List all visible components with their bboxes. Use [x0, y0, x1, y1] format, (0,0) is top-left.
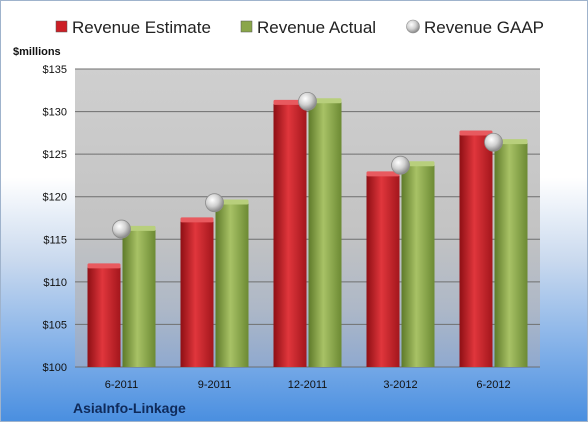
bar-revenue-actual [215, 203, 249, 367]
y-tick-label: $115 [43, 234, 67, 246]
bar-revenue-estimate [180, 221, 214, 367]
y-tick-label: $110 [43, 277, 67, 289]
legend-label: Revenue Actual [257, 18, 376, 37]
marker-revenue-gaap [391, 155, 410, 175]
bar-revenue-actual [494, 143, 528, 367]
y-tick-label: $135 [43, 64, 67, 76]
bar-revenue-estimate-top [180, 217, 214, 223]
y-tick-label: $100 [43, 362, 67, 374]
legend-marker-revenue-gaap [406, 19, 420, 34]
bar-revenue-actual [308, 102, 342, 367]
x-tick-label: 3-2012 [383, 379, 417, 391]
bar-revenue-estimate [459, 134, 493, 367]
bars [87, 98, 528, 367]
bar-revenue-estimate [273, 103, 307, 367]
x-tick-label: 9-2011 [198, 379, 231, 391]
y-axis-unit-label: $millions [13, 46, 61, 58]
bar-revenue-estimate [87, 267, 121, 367]
x-tick-label: 6-2012 [476, 379, 510, 391]
marker-revenue-gaap [484, 132, 503, 152]
y-tick-label: $125 [43, 149, 67, 161]
marker-revenue-gaap [298, 91, 317, 111]
bar-revenue-estimate-top [87, 263, 121, 269]
bar-revenue-estimate [366, 175, 400, 367]
gaap-markers [112, 91, 503, 239]
x-axis: 6-2011 9-2011 12-2011 3-2012 6-2012 [105, 379, 511, 391]
legend-swatch-revenue-estimate [55, 20, 68, 33]
legend-label: Revenue GAAP [424, 18, 544, 37]
marker-revenue-gaap [112, 219, 131, 239]
y-tick-label: $105 [43, 319, 67, 331]
x-tick-label: 12-2011 [288, 379, 328, 391]
bar-revenue-actual [401, 165, 435, 367]
y-tick-label: $120 [43, 192, 67, 204]
legend-label: Revenue Estimate [72, 18, 211, 37]
bar-revenue-estimate-top [459, 130, 493, 136]
bar-revenue-estimate-top [366, 171, 400, 177]
company-name: AsiaInfo-Linkage [73, 400, 186, 416]
y-tick-label: $130 [43, 107, 67, 119]
legend: Revenue Estimate Revenue Actual Revenue GA… [55, 18, 544, 37]
y-axis: $100 $105 $110 $115 $120 $125 $130 $135 [43, 64, 67, 374]
bar-revenue-actual [122, 229, 156, 367]
legend-swatch-revenue-actual [240, 20, 253, 33]
x-tick-label: 6-2011 [105, 379, 138, 391]
marker-revenue-gaap [205, 193, 224, 213]
